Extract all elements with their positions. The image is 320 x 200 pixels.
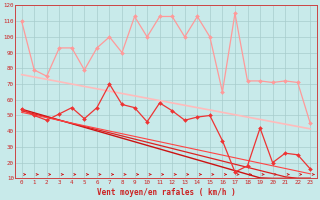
X-axis label: Vent moyen/en rafales ( km/h ): Vent moyen/en rafales ( km/h ) xyxy=(97,188,235,197)
